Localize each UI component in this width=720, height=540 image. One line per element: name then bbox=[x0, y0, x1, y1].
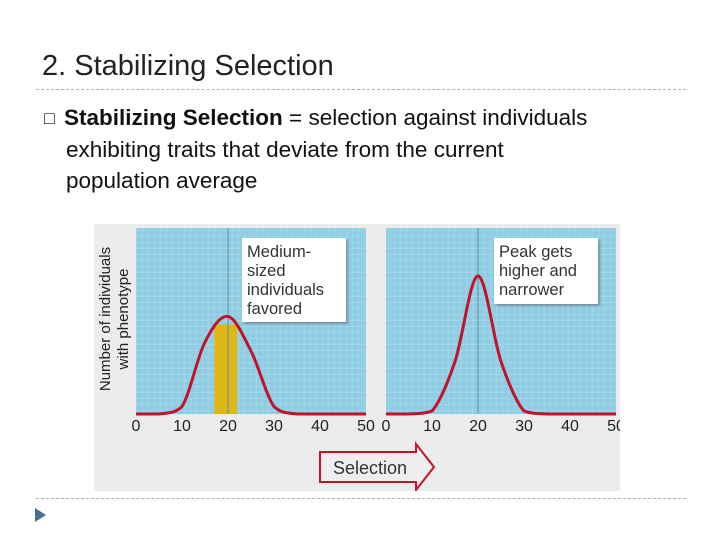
left-x-tick-label: 0 bbox=[132, 418, 141, 435]
left-callout-text: Medium- sized individuals favored bbox=[247, 243, 329, 318]
bullet-paragraph: □ Stabilizing Selection = selection again… bbox=[44, 102, 684, 196]
right-panel: 0 10 20 30 40 50 Peak gets higher and narrowe… bbox=[382, 228, 620, 435]
left-callout-box bbox=[242, 238, 346, 322]
bullet-box-icon: □ bbox=[44, 108, 55, 128]
right-callout bbox=[494, 238, 598, 304]
bullet-term: Stabilizing Selection bbox=[64, 105, 283, 130]
right-callout-box bbox=[494, 238, 598, 304]
selection-arrow-shape bbox=[319, 441, 436, 491]
y-axis-label-line2: with phenotype bbox=[115, 269, 132, 371]
next-slide-arrow-icon[interactable] bbox=[35, 508, 46, 522]
bullet-definition-line3: population average bbox=[66, 168, 258, 193]
right-x-tick-label: 40 bbox=[561, 418, 579, 435]
right-distribution-curve bbox=[385, 274, 616, 416]
left-x-tick-label: 20 bbox=[219, 418, 237, 435]
left-callout-line: Medium- bbox=[247, 243, 311, 261]
left-x-tick-label: 50 bbox=[357, 418, 375, 435]
selection-arrow: Selection bbox=[319, 441, 436, 491]
right-x-tick-label: 20 bbox=[469, 418, 487, 435]
left-x-tick-label: 30 bbox=[265, 418, 283, 435]
right-x-tick-label: 30 bbox=[515, 418, 533, 435]
left-callout bbox=[242, 238, 346, 322]
left-callout-line: favored bbox=[247, 300, 302, 318]
left-x-tick-label: 40 bbox=[311, 418, 329, 435]
left-distribution-curve bbox=[135, 314, 366, 416]
right-callout-text: Peak gets higher and narrower bbox=[499, 243, 582, 299]
title-divider bbox=[36, 89, 686, 90]
footer-divider bbox=[36, 498, 686, 499]
left-callout-line: individuals bbox=[247, 281, 324, 299]
favored-range-highlight bbox=[214, 324, 238, 414]
right-x-ticks: 0 10 20 30 40 50 bbox=[382, 418, 620, 435]
left-x-ticks: 0 10 20 30 40 50 bbox=[132, 418, 375, 435]
right-callout-line: narrower bbox=[499, 281, 565, 299]
bullet-definition-line2: exhibiting traits that deviate from the … bbox=[66, 137, 504, 162]
left-callout-line: sized bbox=[247, 262, 286, 280]
left-panel: 0 10 20 30 40 50 Medium- sized individuals fa… bbox=[132, 228, 375, 435]
bullet-definition-line1: = selection against individuals bbox=[282, 105, 588, 130]
stabilizing-selection-figure: Number of individuals with phenotype 0 10… bbox=[94, 224, 620, 491]
right-callout-line: Peak gets bbox=[499, 243, 572, 261]
right-x-tick-label: 10 bbox=[423, 418, 441, 435]
y-axis-label-line1: Number of individuals bbox=[97, 247, 114, 391]
right-x-tick-label: 0 bbox=[382, 418, 391, 435]
left-x-tick-label: 10 bbox=[173, 418, 191, 435]
slide-title: 2. Stabilizing Selection bbox=[42, 50, 334, 82]
y-axis-label: Number of individuals with phenotype bbox=[97, 247, 132, 391]
right-x-tick-label: 50 bbox=[607, 418, 620, 435]
selection-arrow-label: Selection bbox=[333, 458, 407, 478]
right-callout-line: higher and bbox=[499, 262, 577, 280]
